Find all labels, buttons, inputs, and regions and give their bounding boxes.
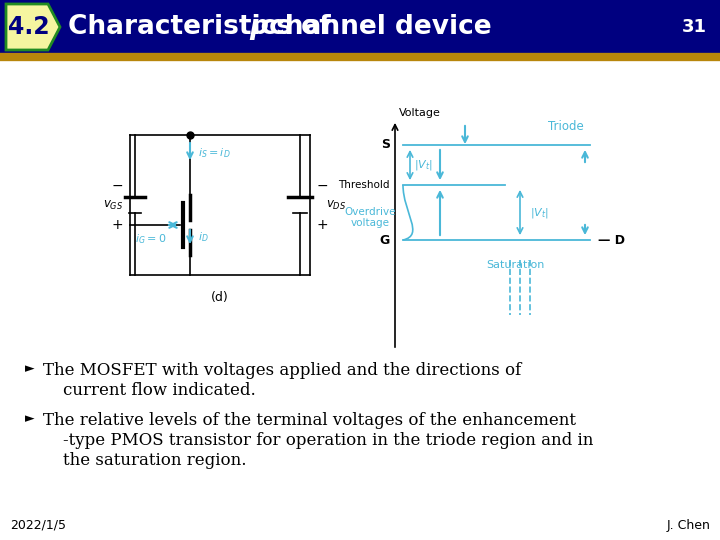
Text: The relative levels of the terminal voltages of the enhancement: The relative levels of the terminal volt… <box>43 412 576 429</box>
Text: 4.2: 4.2 <box>8 15 50 39</box>
Text: $-$: $-$ <box>111 178 123 192</box>
Text: Triode: Triode <box>548 120 584 133</box>
Text: G: G <box>379 233 390 246</box>
Text: p: p <box>249 14 268 40</box>
Text: current flow indicated.: current flow indicated. <box>63 382 256 399</box>
Text: $|V_t|$: $|V_t|$ <box>530 206 549 219</box>
Text: The MOSFET with voltages applied and the directions of: The MOSFET with voltages applied and the… <box>43 362 521 379</box>
Text: Saturation: Saturation <box>486 260 544 270</box>
Text: $+$: $+$ <box>316 218 328 232</box>
Text: $i_G = 0$: $i_G = 0$ <box>135 232 166 246</box>
Text: — D: — D <box>598 233 625 246</box>
Text: channel device: channel device <box>260 14 492 40</box>
Text: the saturation region.: the saturation region. <box>63 452 246 469</box>
Bar <box>0 0 720 54</box>
Text: 2022/1/5: 2022/1/5 <box>10 519 66 532</box>
Text: $+$: $+$ <box>111 218 123 232</box>
Text: (d): (d) <box>211 291 229 303</box>
Text: ►: ► <box>25 412 35 425</box>
Polygon shape <box>6 4 60 50</box>
Text: -type PMOS transistor for operation in the triode region and in: -type PMOS transistor for operation in t… <box>63 432 593 449</box>
Text: 31: 31 <box>682 18 707 36</box>
Text: Characteristics of: Characteristics of <box>68 14 340 40</box>
Text: $v_{DS}$: $v_{DS}$ <box>326 198 346 212</box>
Text: $i_S = i_D$: $i_S = i_D$ <box>198 146 230 160</box>
Text: $i_D$: $i_D$ <box>198 230 209 244</box>
Text: $v_{GS}$: $v_{GS}$ <box>103 198 123 212</box>
Text: Voltage: Voltage <box>399 108 441 118</box>
Text: Overdrive
voltage: Overdrive voltage <box>344 207 396 228</box>
Text: Threshold: Threshold <box>338 180 390 190</box>
Text: J. Chen: J. Chen <box>666 519 710 532</box>
Text: S: S <box>381 138 390 152</box>
Text: ►: ► <box>25 362 35 375</box>
Text: $-$: $-$ <box>316 178 328 192</box>
Text: $|V_t|$: $|V_t|$ <box>413 158 433 172</box>
